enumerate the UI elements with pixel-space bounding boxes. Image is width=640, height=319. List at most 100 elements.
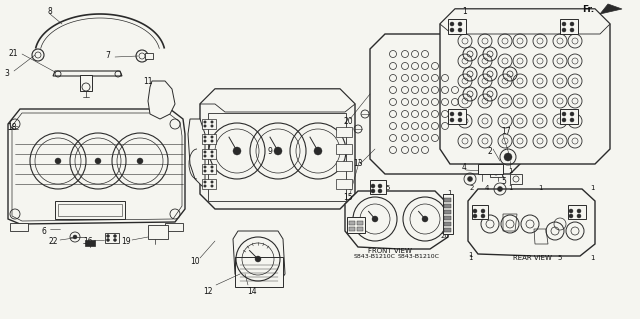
Polygon shape xyxy=(148,81,175,119)
Text: 2: 2 xyxy=(488,146,492,155)
Text: S843-B1210C: S843-B1210C xyxy=(354,254,396,258)
Text: 20: 20 xyxy=(440,233,449,239)
Circle shape xyxy=(378,189,382,193)
Circle shape xyxy=(577,209,581,213)
Polygon shape xyxy=(200,89,355,209)
Text: REAR VIEW: REAR VIEW xyxy=(513,255,552,261)
Circle shape xyxy=(372,216,378,222)
Text: 1: 1 xyxy=(463,6,467,16)
Text: 17: 17 xyxy=(501,127,511,136)
Bar xyxy=(444,198,451,202)
Circle shape xyxy=(562,28,566,32)
Circle shape xyxy=(211,136,213,138)
Bar xyxy=(357,227,363,231)
Bar xyxy=(444,222,451,226)
Circle shape xyxy=(211,125,213,127)
Circle shape xyxy=(314,147,322,155)
Bar xyxy=(202,119,216,129)
Polygon shape xyxy=(468,189,595,256)
Bar xyxy=(235,257,283,287)
Bar xyxy=(80,75,92,91)
Bar xyxy=(336,161,352,171)
Polygon shape xyxy=(440,9,610,164)
Bar xyxy=(472,205,488,219)
Bar xyxy=(443,194,453,234)
Text: 1: 1 xyxy=(508,185,512,191)
Circle shape xyxy=(113,234,116,238)
Text: 15: 15 xyxy=(343,192,353,202)
Text: 5: 5 xyxy=(502,176,506,186)
Circle shape xyxy=(211,185,213,187)
Circle shape xyxy=(204,185,206,187)
Text: 19: 19 xyxy=(121,238,131,247)
Circle shape xyxy=(204,136,206,138)
Bar xyxy=(568,205,586,219)
Text: 12: 12 xyxy=(204,286,212,295)
Polygon shape xyxy=(188,119,205,189)
Bar xyxy=(85,240,95,246)
Polygon shape xyxy=(200,89,355,112)
Bar xyxy=(145,53,153,59)
Bar xyxy=(444,228,451,232)
Text: 1: 1 xyxy=(508,168,512,174)
Text: 8: 8 xyxy=(47,6,52,16)
Text: 10: 10 xyxy=(190,256,200,265)
Text: 20: 20 xyxy=(343,116,353,125)
Circle shape xyxy=(106,234,109,238)
Circle shape xyxy=(473,214,477,218)
Text: 13: 13 xyxy=(353,160,363,168)
Circle shape xyxy=(562,22,566,26)
Circle shape xyxy=(55,158,61,164)
Bar xyxy=(448,19,466,34)
Circle shape xyxy=(211,121,213,123)
Circle shape xyxy=(450,118,454,122)
Circle shape xyxy=(204,121,206,123)
Bar xyxy=(349,227,355,231)
Circle shape xyxy=(204,140,206,142)
Text: Fr.: Fr. xyxy=(582,5,594,14)
Text: 2: 2 xyxy=(447,215,451,221)
Bar xyxy=(336,127,352,137)
Bar xyxy=(10,223,28,231)
Circle shape xyxy=(467,176,472,182)
Bar xyxy=(165,223,183,231)
Circle shape xyxy=(504,153,512,161)
Circle shape xyxy=(211,181,213,183)
Text: 1: 1 xyxy=(589,255,595,261)
Bar xyxy=(560,109,578,124)
Text: 6: 6 xyxy=(42,227,47,236)
Bar xyxy=(490,167,502,177)
Bar xyxy=(202,179,216,189)
Circle shape xyxy=(204,125,206,127)
Circle shape xyxy=(371,184,375,188)
Bar xyxy=(105,233,119,243)
Circle shape xyxy=(450,28,454,32)
Bar xyxy=(202,149,216,159)
Polygon shape xyxy=(370,34,525,174)
Text: 7: 7 xyxy=(106,50,111,60)
Circle shape xyxy=(569,209,573,213)
Circle shape xyxy=(450,112,454,116)
Text: 1: 1 xyxy=(468,255,472,261)
Bar xyxy=(510,174,522,184)
Text: 1: 1 xyxy=(538,185,542,191)
Circle shape xyxy=(204,166,206,168)
Circle shape xyxy=(211,140,213,142)
Text: 1: 1 xyxy=(468,252,472,258)
Polygon shape xyxy=(345,191,448,249)
Circle shape xyxy=(211,170,213,172)
Bar xyxy=(478,164,503,174)
Polygon shape xyxy=(53,71,122,76)
Circle shape xyxy=(570,22,574,26)
Polygon shape xyxy=(440,9,610,34)
Circle shape xyxy=(562,118,566,122)
Circle shape xyxy=(204,170,206,172)
Bar xyxy=(444,216,451,220)
Circle shape xyxy=(577,214,581,218)
Bar xyxy=(336,144,352,154)
Text: FRONT VIEW: FRONT VIEW xyxy=(368,248,412,254)
Bar xyxy=(357,221,363,225)
Circle shape xyxy=(211,166,213,168)
Circle shape xyxy=(204,181,206,183)
Bar xyxy=(444,204,451,208)
